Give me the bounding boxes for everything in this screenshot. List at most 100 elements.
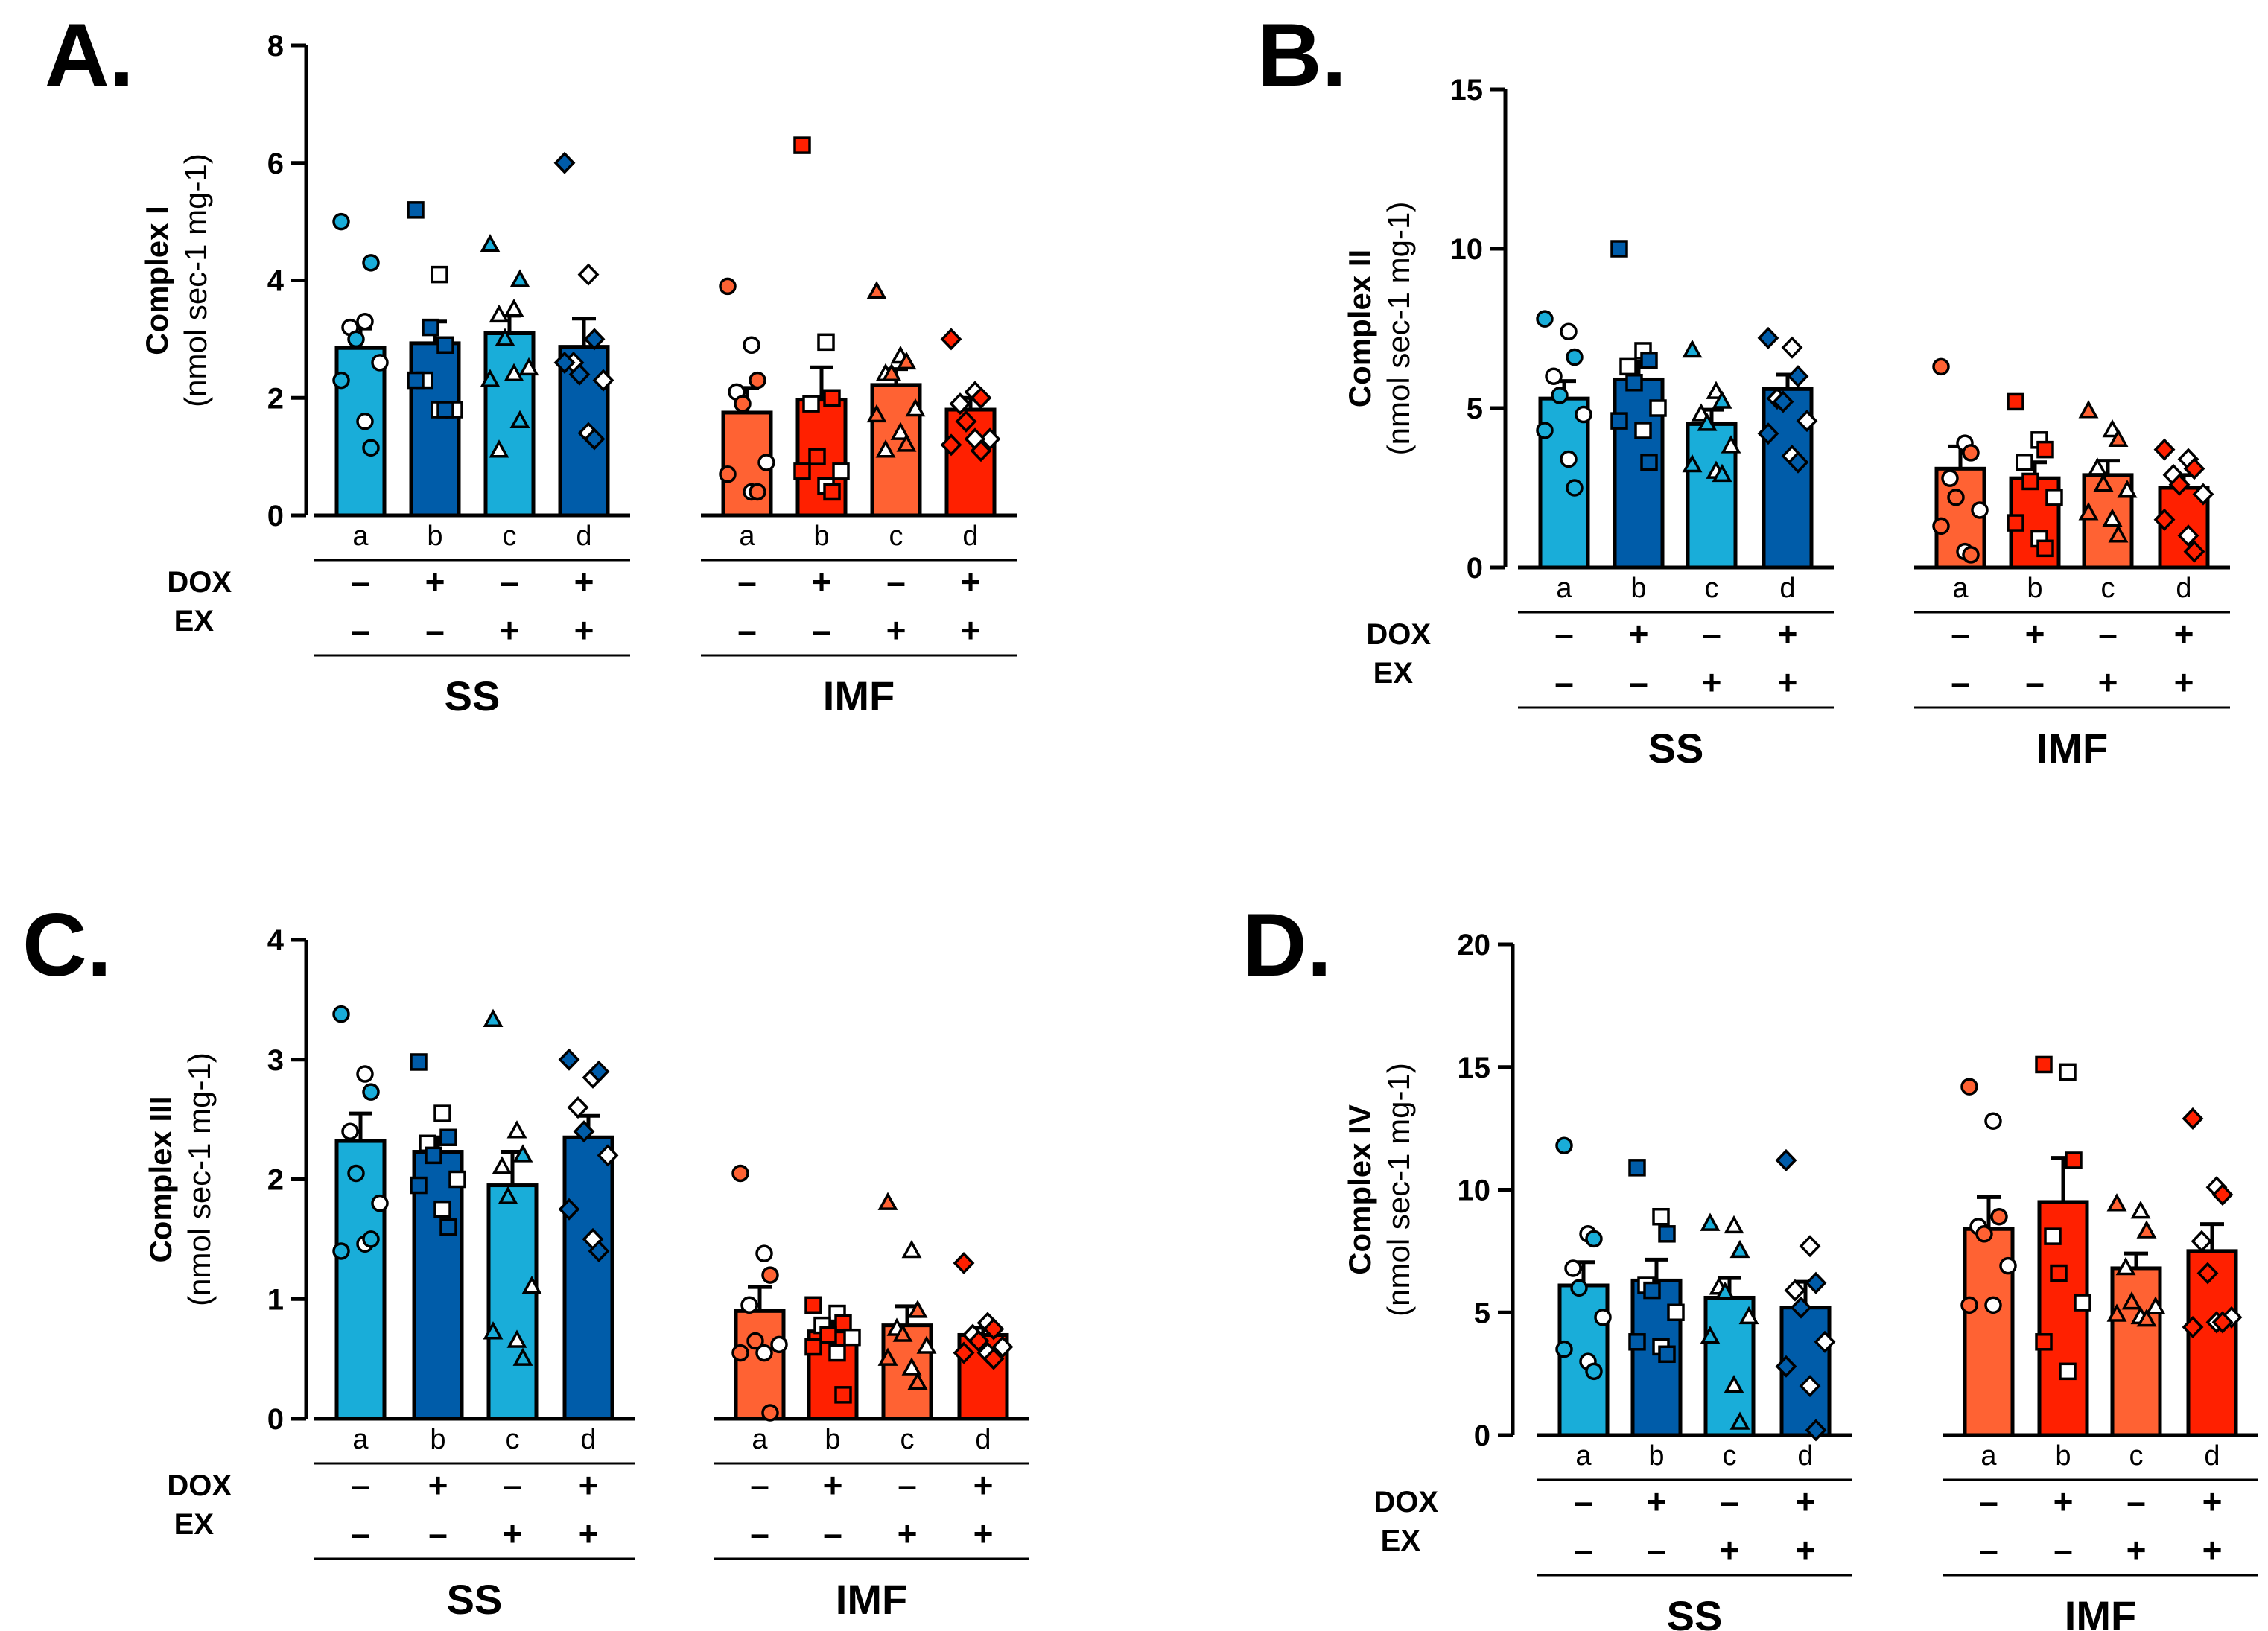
dox-sign: –	[2098, 614, 2118, 653]
ex-sign: –	[1574, 1530, 1593, 1569]
dox-sign: –	[500, 562, 519, 601]
data-point	[509, 269, 530, 287]
data-point	[1566, 348, 1584, 366]
data-point	[793, 462, 811, 480]
data-point	[2145, 1296, 2166, 1314]
data-point	[2121, 1291, 2142, 1310]
data-point	[362, 254, 380, 272]
bar-ss-b	[409, 341, 461, 518]
data-point	[793, 136, 811, 154]
dox-row-label: DOX	[167, 1469, 232, 1502]
data-point	[332, 1005, 350, 1023]
data-point	[583, 427, 606, 451]
data-point	[2108, 428, 2129, 448]
ex-sign: +	[898, 1514, 918, 1553]
dox-sign: +	[1796, 1482, 1816, 1521]
data-point	[431, 265, 448, 284]
data-point	[2211, 1183, 2234, 1206]
y-tick-label: 15	[1458, 1052, 1491, 1084]
group-label: IMF	[2036, 725, 2108, 772]
bar-letter: d	[2204, 1440, 2220, 1472]
data-point	[940, 328, 962, 351]
dox-sign: –	[2126, 1482, 2146, 1521]
dox-sign: +	[2053, 1482, 2074, 1521]
ex-sign: +	[961, 611, 981, 649]
data-point	[1700, 1212, 1721, 1231]
data-point	[504, 298, 524, 317]
data-point	[955, 410, 977, 433]
data-point	[521, 1276, 542, 1294]
data-point	[982, 1347, 1005, 1370]
dox-sign: +	[973, 1466, 994, 1504]
data-point	[553, 351, 576, 374]
data-point	[1652, 1207, 1670, 1226]
data-point	[410, 1053, 428, 1071]
data-point	[1610, 412, 1628, 430]
y-tick-label: 0	[1467, 552, 1483, 585]
data-point	[970, 439, 992, 462]
bar-ss-c	[486, 1183, 539, 1421]
data-point	[2059, 1063, 2077, 1081]
data-point	[1775, 1355, 1797, 1378]
data-point	[823, 389, 841, 407]
data-point	[1619, 357, 1637, 376]
data-point	[407, 371, 425, 390]
data-point	[495, 328, 515, 346]
data-point	[489, 304, 509, 323]
data-point	[1757, 326, 1779, 349]
data-point	[804, 1338, 822, 1356]
bar-letter: c	[503, 521, 517, 552]
data-point	[1971, 501, 1989, 519]
ex-sign: –	[425, 611, 445, 649]
data-point	[448, 1170, 466, 1189]
data-point	[1781, 336, 1803, 359]
data-point	[916, 1335, 937, 1354]
data-point	[940, 433, 962, 457]
data-point	[597, 1144, 619, 1167]
bar-ss-b	[412, 1150, 464, 1421]
bar-letter: a	[1980, 1440, 1997, 1472]
data-point	[2130, 1201, 2151, 1219]
data-point	[970, 387, 992, 410]
dox-sign: +	[2174, 614, 2194, 653]
data-point	[731, 1344, 749, 1362]
data-point	[1932, 357, 1950, 376]
ex-sign: +	[886, 611, 906, 649]
data-point	[2153, 438, 2176, 461]
data-point	[731, 1164, 749, 1183]
data-point	[362, 439, 380, 457]
ex-sign: –	[2025, 663, 2045, 702]
data-point	[1715, 1281, 1735, 1300]
data-point	[843, 1328, 861, 1347]
bar-letter: a	[352, 1424, 369, 1455]
bar-letter: d	[580, 1424, 596, 1455]
data-point	[2087, 457, 2108, 476]
data-point	[2036, 440, 2054, 459]
data-point	[892, 1323, 913, 1342]
bar-letter: a	[1575, 1440, 1592, 1472]
data-point	[890, 422, 911, 440]
data-point	[422, 318, 439, 337]
data-point	[1575, 405, 1592, 424]
data-point	[834, 1314, 852, 1332]
group-label: IMF	[823, 673, 895, 719]
data-point	[558, 1198, 580, 1221]
y-tick-label: 4	[267, 924, 285, 957]
data-point	[1772, 390, 1794, 413]
y-tick-label: 2	[267, 382, 284, 415]
data-point	[356, 1065, 374, 1083]
panel-letter: A.	[45, 5, 134, 105]
chart-panel-d: D. 0 5 10 15 20 Complex IV (nmol sec-1 mg-1) a – –…	[1242, 895, 2258, 1631]
data-point	[832, 462, 850, 480]
data-point	[1960, 1078, 1978, 1096]
dox-sign: –	[351, 1466, 370, 1504]
data-point	[761, 1266, 779, 1284]
dox-sign: +	[823, 1466, 843, 1504]
data-point	[907, 1300, 928, 1318]
data-point	[2136, 1309, 2157, 1327]
data-point	[1560, 450, 1578, 468]
data-point	[1555, 1136, 1573, 1154]
data-point	[1564, 1259, 1582, 1277]
data-point	[2211, 1311, 2234, 1334]
